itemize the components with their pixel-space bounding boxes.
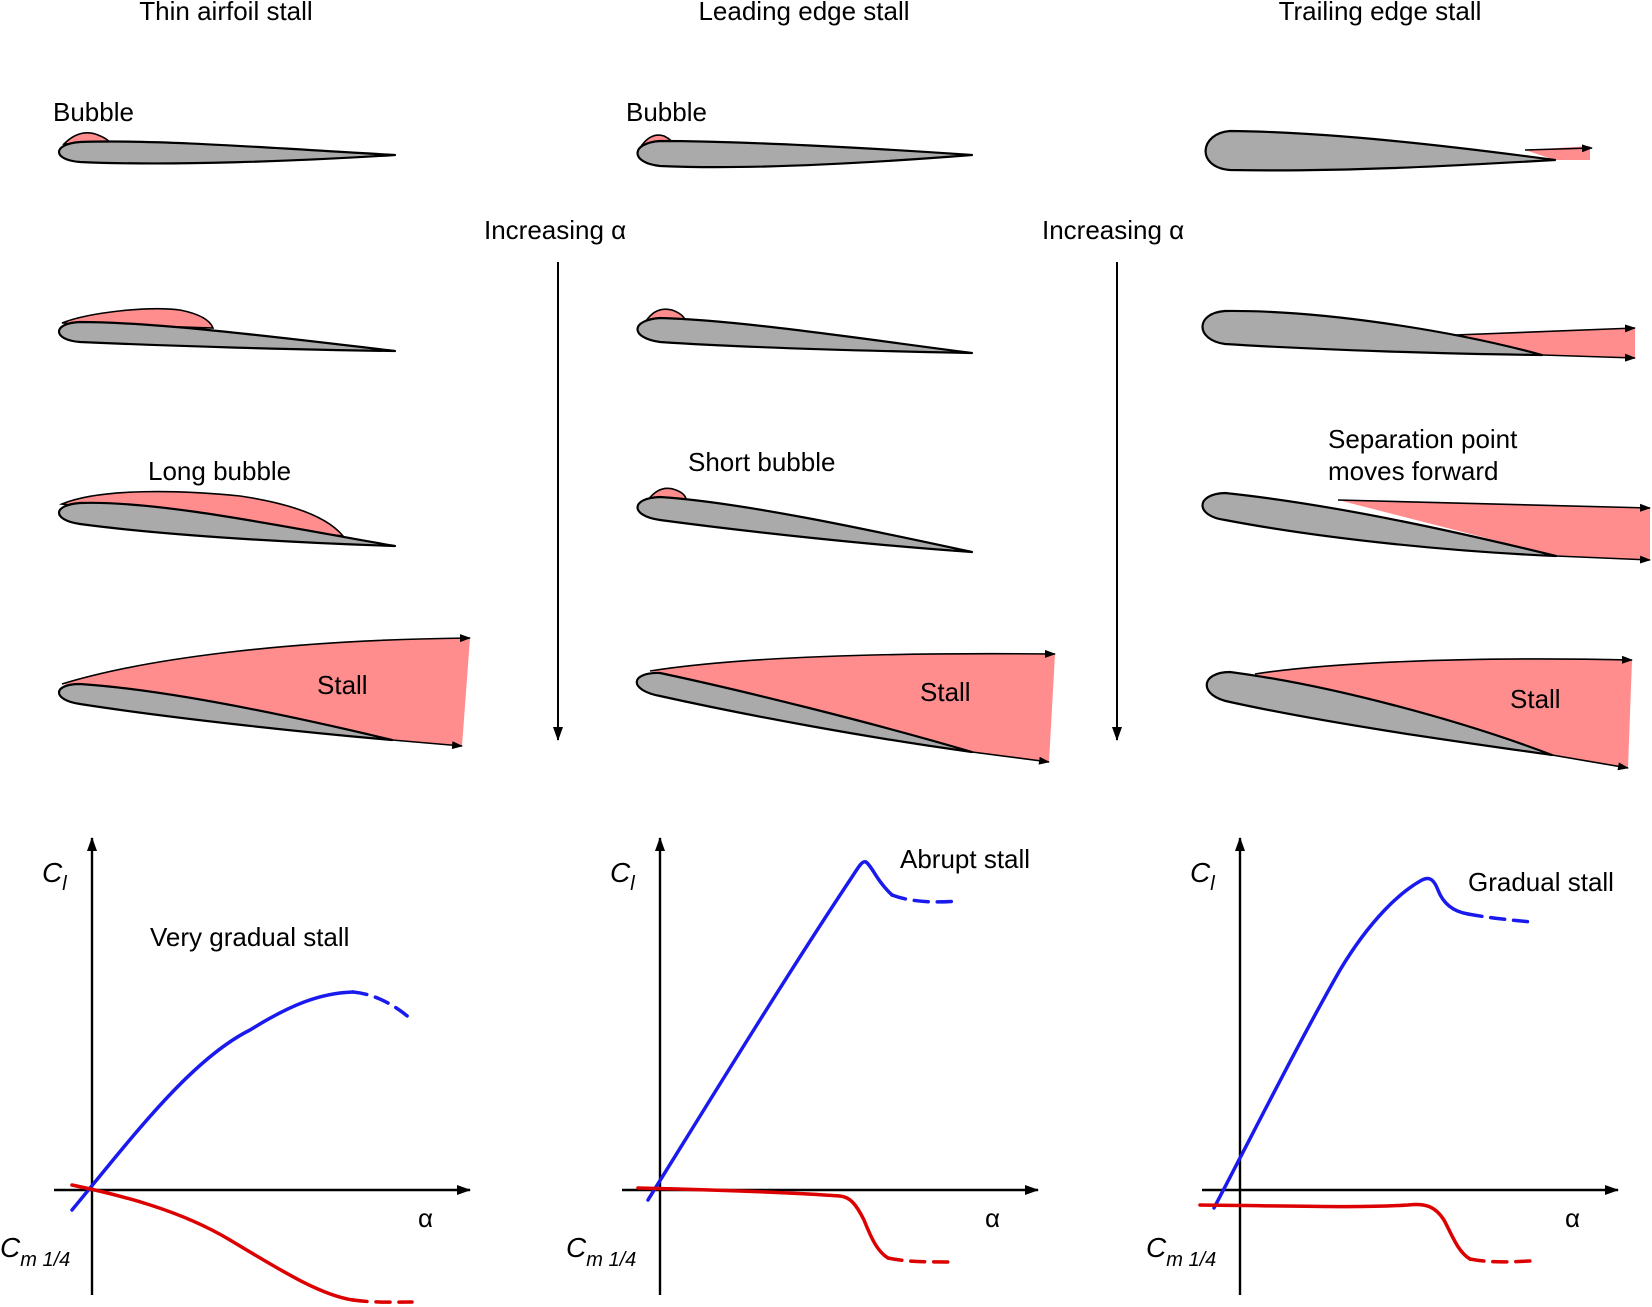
shear-layer (1524, 144, 1593, 153)
alpha-axis-label: α (1565, 1203, 1580, 1233)
airfoil-thin-2 (58, 307, 397, 353)
cl-axis-label: Cl (1190, 857, 1215, 895)
separated-flow (650, 653, 1055, 762)
lift-curve-stall (890, 893, 960, 904)
lift-curve-stall (351, 990, 414, 1022)
cm-axis-label: Cm 1/4 (566, 1232, 636, 1271)
airfoil-leading-2 (636, 308, 974, 355)
plot-trailing-edge: Cl Cm 1/4 α Gradual stall (1146, 837, 1619, 1295)
cl-axis-label: Cl (610, 857, 635, 895)
lift-curve (70, 990, 355, 1212)
moment-curve (70, 1183, 355, 1302)
plot-thin-airfoil: Cl Cm 1/4 α Very gradual stall (0, 837, 471, 1304)
stall-annotation: Very gradual stall (150, 922, 349, 952)
stall-label-leading: Stall (920, 677, 971, 707)
long-bubble-label: Long bubble (148, 456, 291, 486)
cl-axis-label: Cl (42, 857, 67, 895)
airfoil-thin-3 (58, 490, 397, 548)
airfoil-shape (58, 320, 397, 353)
bubble-label-thin: Bubble (53, 97, 134, 127)
lift-curve (1212, 876, 1470, 1210)
stall-annotation: Gradual stall (1468, 867, 1614, 897)
column-title-leading: Leading edge stall (698, 0, 909, 26)
plot-leading-edge: Cl Cm 1/4 α Abrupt stall (566, 837, 1039, 1295)
cm-axis-label: Cm 1/4 (0, 1232, 70, 1271)
cm-axis-label: Cm 1/4 (1146, 1232, 1216, 1271)
shear-layer (1254, 655, 1633, 675)
wake-line (1555, 555, 1651, 564)
column-title-thin: Thin airfoil stall (139, 0, 312, 26)
airfoil-trailing-1 (1204, 129, 1593, 172)
separation-label-1: Separation point (1328, 424, 1518, 454)
airfoil-thin-4: Stall (58, 634, 471, 750)
airfoil-trailing-2 (1201, 309, 1636, 362)
airfoil-leading-1 (636, 134, 974, 169)
airfoil-shape (1201, 309, 1544, 357)
airfoil-shape (58, 501, 397, 548)
wake-line (1541, 353, 1636, 362)
airfoil-shape (1201, 491, 1558, 558)
bubble-label-leading: Bubble (626, 97, 707, 127)
alpha-axis-label: α (985, 1203, 1000, 1233)
shear-layer (1454, 324, 1636, 336)
short-bubble-label: Short bubble (688, 447, 835, 477)
separation-label-2: moves forward (1328, 456, 1499, 486)
moment-curve-stall (1468, 1257, 1532, 1264)
airfoil-trailing-3 (1201, 491, 1651, 564)
airfoil-leading-3 (636, 487, 974, 554)
separated-flow (62, 638, 470, 746)
airfoil-shape (636, 495, 974, 554)
airfoil-thin-1 (58, 132, 397, 165)
moment-curve (1198, 1202, 1472, 1261)
separated-flow (1255, 658, 1632, 768)
lift-curve (646, 859, 894, 1202)
airfoil-shape (58, 682, 394, 742)
stall-label-thin: Stall (317, 670, 368, 700)
airfoil-shape (1205, 670, 1554, 757)
column-title-trailing: Trailing edge stall (1279, 0, 1482, 26)
shear-layer (1337, 499, 1651, 512)
stall-label-trailing: Stall (1510, 684, 1561, 714)
airfoil-shape (636, 139, 974, 169)
separated-flow (1455, 328, 1635, 358)
wake-line (391, 739, 463, 750)
separated-flow (1338, 500, 1650, 560)
airfoil-shape (635, 671, 974, 754)
airfoil-leading-4: Stall (635, 649, 1056, 765)
airfoil-shape (636, 316, 974, 355)
airfoil-shape (1204, 129, 1557, 172)
increasing-alpha-label-1: Increasing α (484, 215, 626, 245)
increasing-alpha-label-2: Increasing α (1042, 215, 1184, 245)
moment-curve (636, 1186, 890, 1260)
moment-curve-stall (886, 1256, 957, 1264)
airfoil-trailing-4: Stall (1205, 655, 1633, 771)
lift-curve-stall (1466, 912, 1534, 924)
airfoil-shape (58, 140, 397, 165)
stall-annotation: Abrupt stall (900, 844, 1030, 874)
wake-line (971, 751, 1050, 765)
moment-curve-stall (351, 1298, 414, 1304)
alpha-axis-label: α (418, 1203, 433, 1233)
shear-layer (61, 634, 471, 685)
wake-line (1551, 754, 1629, 771)
shear-layer (649, 649, 1056, 672)
